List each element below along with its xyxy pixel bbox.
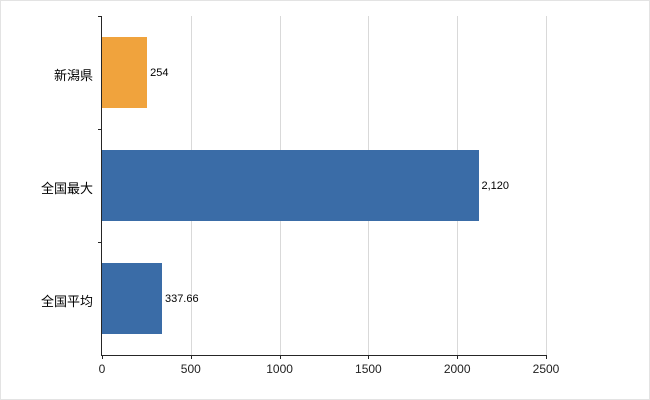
- x-tick-label-1000: 1000: [266, 362, 293, 376]
- bar-2: [102, 263, 162, 334]
- value-label-0: 254: [150, 66, 169, 79]
- value-label-2: 337.66: [164, 292, 199, 305]
- bar-1: [102, 150, 479, 221]
- x-tick-mark-2500: [546, 355, 547, 359]
- bar-row-0: 254: [102, 16, 546, 129]
- bar-fill-0: [102, 37, 148, 108]
- y-tick-mark-0: [98, 16, 102, 17]
- bar-row-1: 2,120: [102, 129, 546, 242]
- bar-rows: 254 2,120 337.66: [102, 16, 546, 355]
- bar-row-2: 337.66: [102, 242, 546, 355]
- gridline-x-2500: [546, 16, 547, 355]
- category-label-2: 全国平均: [40, 294, 93, 310]
- value-label-1: 2,120: [481, 179, 510, 192]
- x-tick-label-0: 0: [98, 362, 106, 376]
- x-tick-mark-0: [102, 355, 103, 359]
- y-tick-mark-2: [98, 242, 102, 243]
- x-tick-label-2000: 2000: [443, 362, 471, 376]
- category-label-1: 全国最大: [40, 181, 93, 196]
- x-tick-mark-2000: [457, 355, 459, 359]
- x-tick-label-1500: 1500: [355, 362, 382, 376]
- x-tick-mark-1500: [368, 355, 370, 359]
- y-tick-mark-1: [98, 129, 102, 130]
- x-tick-mark-1000: [279, 355, 281, 359]
- bar-fill-2: [102, 263, 162, 334]
- x-tick-label-500: 500: [180, 362, 201, 376]
- bar-0: [102, 37, 148, 108]
- x-tick-mark-500: [190, 355, 192, 359]
- plot-area: 0 500 1000 1500 2000 2500 254 2,120 337.66: [98, 16, 559, 376]
- x-tick-label-2500: 2500: [532, 362, 560, 376]
- category-label-0: 新潟県: [53, 67, 93, 83]
- bar-fill-1: [102, 150, 479, 221]
